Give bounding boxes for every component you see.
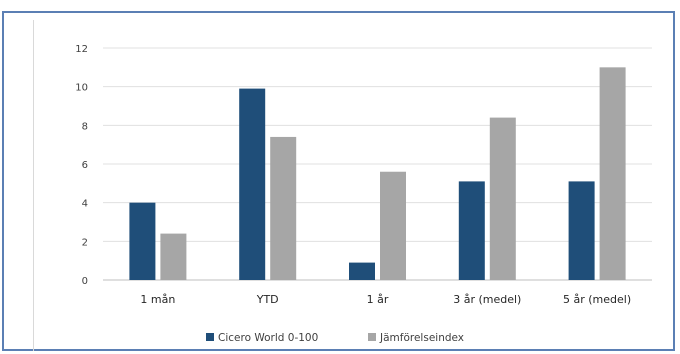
chart-frame xyxy=(2,11,675,351)
legend: Cicero World 0-100 Jämförelseindex xyxy=(206,332,464,344)
bar-index-2 xyxy=(380,171,406,280)
x-axis-ticks: 1 mån YTD 1 år 3 år (medel) 5 år (medel) xyxy=(140,293,631,306)
y-tick-label: 0 xyxy=(82,276,88,287)
y-tick-label: 12 xyxy=(75,44,88,55)
x-tick-label: 1 år xyxy=(367,293,389,306)
legend-swatch xyxy=(206,333,214,341)
x-tick-label: YTD xyxy=(256,293,279,306)
y-tick-label: 6 xyxy=(82,160,88,171)
gridlines xyxy=(103,47,652,281)
legend-label: Jämförelseindex xyxy=(379,332,464,344)
bar-index-4 xyxy=(599,67,626,280)
bar-cicero-1 xyxy=(239,88,266,280)
legend-swatch xyxy=(368,333,376,341)
y-axis-ticks: 0 2 4 6 8 10 12 xyxy=(75,44,88,287)
y-tick-label: 10 xyxy=(75,83,88,94)
x-tick-label: 3 år (medel) xyxy=(453,293,521,306)
plot-area-left-border xyxy=(33,20,34,351)
legend-label: Cicero World 0-100 xyxy=(218,332,318,344)
y-tick-label: 8 xyxy=(82,121,88,132)
x-tick-label: 5 år (medel) xyxy=(563,293,631,306)
bar-cicero-4 xyxy=(568,181,595,280)
bar-index-1 xyxy=(270,136,297,280)
x-tick-label: 1 mån xyxy=(140,293,175,306)
y-tick-label: 2 xyxy=(82,237,88,248)
bar-cicero-0 xyxy=(129,202,156,280)
bars xyxy=(129,67,626,280)
bar-cicero-3 xyxy=(458,181,485,280)
y-tick-label: 4 xyxy=(82,199,88,210)
bar-index-0 xyxy=(160,233,187,280)
bar-cicero-2 xyxy=(349,262,375,280)
bar-index-3 xyxy=(489,117,516,280)
